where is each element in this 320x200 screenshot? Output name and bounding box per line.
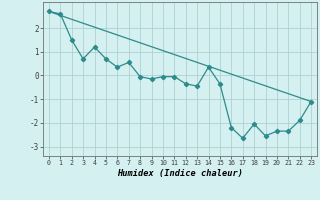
- X-axis label: Humidex (Indice chaleur): Humidex (Indice chaleur): [117, 169, 243, 178]
